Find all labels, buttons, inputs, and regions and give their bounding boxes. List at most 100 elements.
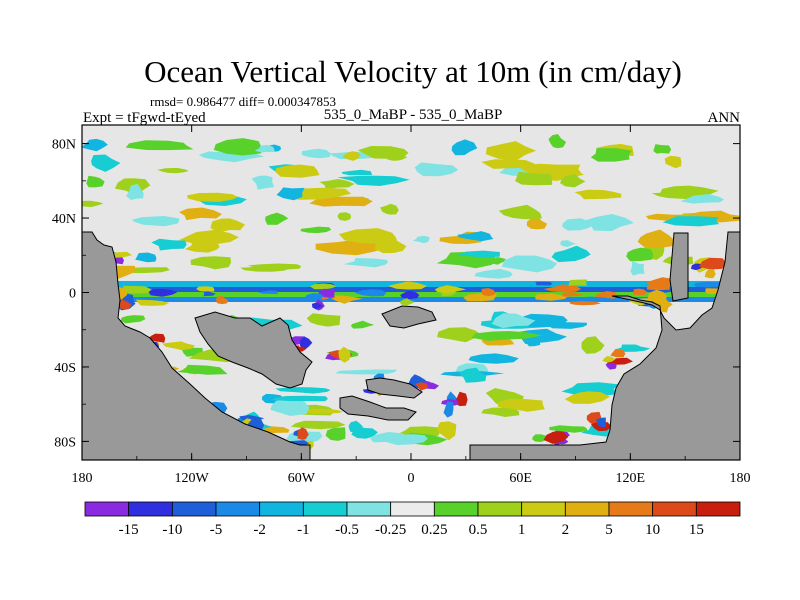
field-patch [575,296,614,301]
field-patch [162,341,196,351]
field-patch [541,322,587,329]
field-patch [485,141,537,161]
colorbar-label: -0.5 [335,522,359,538]
map-panel: 180 120W 60W 0 60E 120E 180 80N 40N 0 40S 80S [52,124,751,486]
field-patch [248,263,302,270]
field-patch [497,399,545,412]
colorbar-swatch [215,501,261,517]
field-patch [149,333,166,343]
colorbar-label: -2 [253,522,266,538]
field-patch [526,216,548,230]
colorbar-label: -1 [297,522,310,538]
field-patch [265,212,289,225]
field-patch [574,189,622,200]
colorbar-swatch [652,501,697,517]
field-patch [120,315,146,324]
field-patch [548,134,567,149]
field-patch [437,421,457,441]
field-patch [562,218,594,231]
field-patch [131,216,180,227]
field-patch [275,164,320,178]
field-patch [664,155,682,169]
field-patch [203,291,216,297]
field-patch [551,245,591,263]
field-patch [491,313,536,329]
field-patch [331,295,363,304]
land-island-south-a [365,377,423,399]
field-patch [658,297,669,313]
colorbar-swatch [390,501,435,517]
field-patch [653,144,672,154]
field-patch [210,218,245,233]
field-patch [325,427,346,441]
chart-title: Ocean Vertical Velocity at 10m (in cm/da… [144,54,682,89]
colorbar-swatch [346,501,392,517]
colorbar-swatch [521,501,566,517]
field-patch [581,336,605,354]
land-masks [82,231,740,460]
field-patch [135,252,157,263]
field-patch [351,426,378,439]
colorbar-swatch [302,501,348,517]
field-patch [126,183,144,200]
field-patch [481,407,520,417]
field-patch [387,281,428,290]
field-patch [213,138,262,156]
field-patch [301,148,331,159]
field-patch [82,200,104,208]
field-patch [190,256,232,270]
field-patch [468,353,519,364]
field-patch [434,285,467,294]
field-patch [342,151,361,161]
field-patch [630,261,645,276]
field-patch [338,346,351,363]
field-patch [148,288,178,297]
field-patch [196,286,215,292]
colorbar-swatch [477,501,523,517]
field-patch [125,140,194,151]
land-west-americas [82,231,311,460]
field-patch [254,145,275,153]
field-patch [414,162,459,177]
field-patch [585,214,634,232]
x-tick-label: 180 [72,471,93,486]
x-tick-label: 180 [730,471,751,486]
field-patch [116,299,132,309]
field-patch [704,268,716,279]
case-label: 535_0_MaBP - 535_0_MaBP [324,107,503,123]
field-patch [350,320,375,329]
y-tick-label: 80S [54,435,76,450]
field-patch [517,163,582,176]
field-patch [699,257,728,270]
field-patch [91,154,121,172]
field-patch [187,192,238,202]
field-patch [569,301,601,306]
field-patch [549,425,588,433]
colorbar-label: -5 [210,522,223,538]
x-tick-label: 0 [408,471,415,486]
field-patch [561,291,584,297]
field-patch [354,289,387,297]
y-tick-label: 0 [69,287,76,302]
field-patch [535,293,568,301]
field-patch [543,284,582,293]
field-patch [415,382,429,391]
field-patch [337,212,351,221]
field-patch [515,171,553,186]
colorbar-label: 1 [518,522,526,538]
field-patch [318,288,336,298]
x-tick-label: 60E [509,471,532,486]
field-patch [662,216,720,227]
field-patch [400,290,420,300]
field-patch [413,235,430,244]
field-patch [177,364,228,375]
field-patch [309,283,337,290]
colorbar-swatch [695,501,741,517]
colorbar-swatch [84,501,130,517]
field-patch [338,228,398,244]
field-patch [693,281,722,288]
field-patch [151,238,187,251]
field-patch [564,391,611,404]
colorbar-swatch [171,501,217,517]
field-patch [605,362,617,370]
